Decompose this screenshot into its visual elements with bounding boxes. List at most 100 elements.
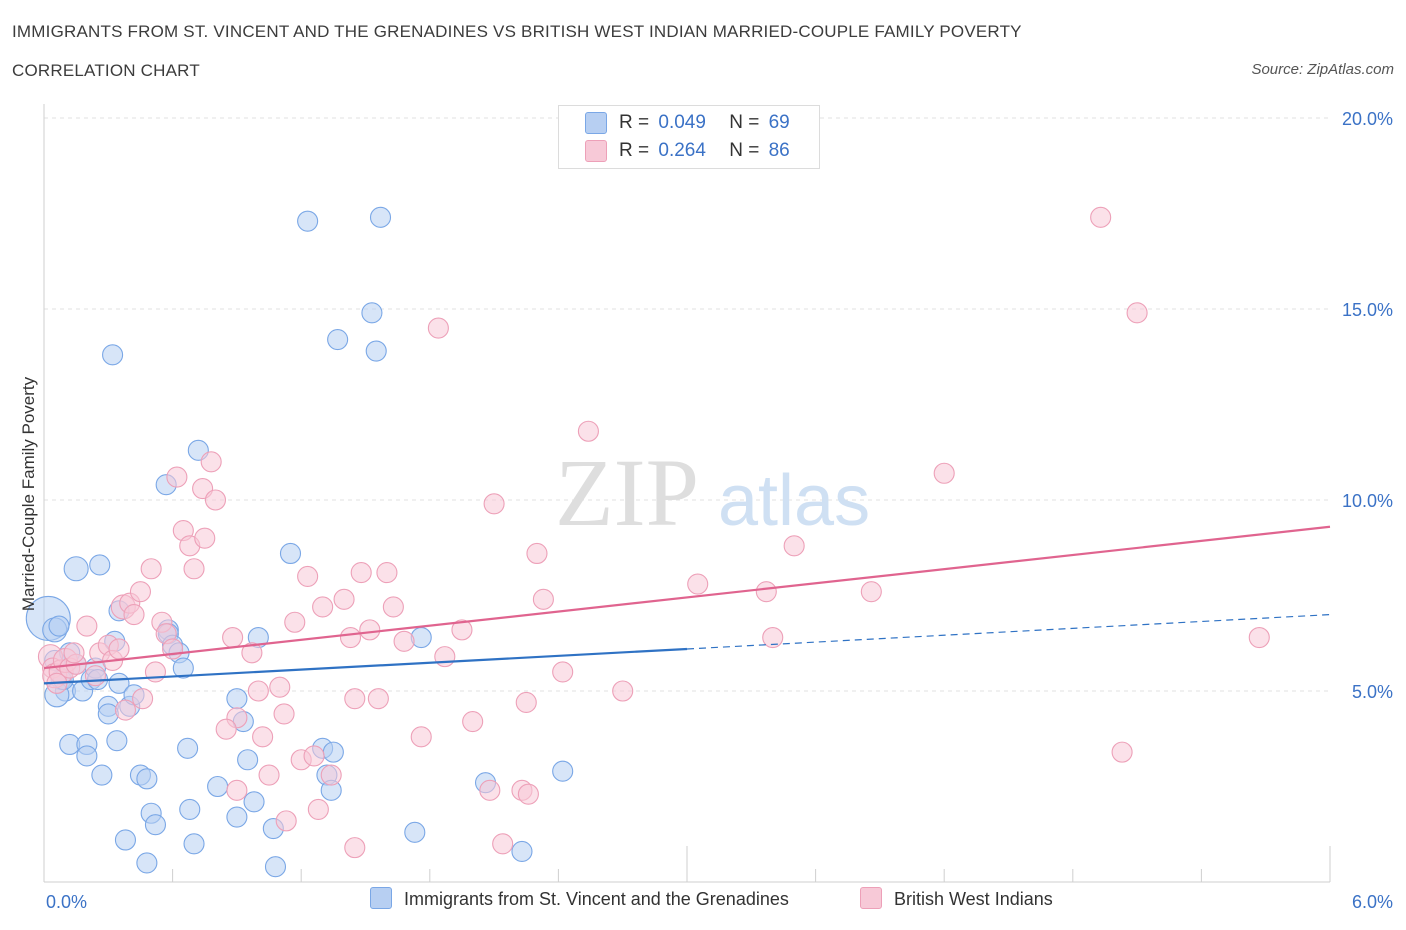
point-british-west-indians [307,798,329,820]
point-immigrants [237,749,259,771]
point-british-west-indians [1126,302,1148,324]
point-british-west-indians [451,619,473,641]
point-british-west-indians [247,680,269,702]
point-immigrants [365,340,387,362]
point-immigrants [410,626,432,649]
point-british-west-indians [687,573,709,595]
legend-row-blue: R = 0.049 N = 69 [585,112,790,136]
point-british-west-indians [359,619,381,641]
point-british-west-indians [183,558,205,580]
point-british-west-indians [284,611,306,633]
point-british-west-indians [783,535,805,557]
point-british-west-indians [427,317,449,339]
point-british-west-indians [241,642,263,664]
point-immigrants [404,821,426,843]
point-british-west-indians [479,779,501,801]
point-immigrants [264,856,287,878]
point-british-west-indians [129,581,151,603]
watermark-atlas: atlas [718,461,870,541]
point-immigrants [322,741,344,763]
legend-n-value-blue: 69 [768,112,790,134]
point-british-west-indians [114,699,136,721]
point-immigrants [102,344,124,366]
legend-r-value-blue: 0.049 [658,112,706,134]
bottom-legend-swatch-pink [860,887,882,910]
point-british-west-indians [517,783,539,805]
bottom-legend-label-blue: Immigrants from St. Vincent and the Gren… [404,889,789,909]
legend-n-label: N = [729,112,760,134]
points-layer [25,206,1270,878]
point-british-west-indians [166,466,188,488]
legend-r-value-pink: 0.264 [658,140,706,162]
point-british-west-indians [434,646,456,668]
point-immigrants [144,814,167,836]
point-british-west-indians [344,837,366,859]
point-british-west-indians [320,764,342,786]
point-british-west-indians [204,489,227,511]
point-immigrants [327,329,349,351]
point-british-west-indians [367,688,389,710]
y-axis-label: Married-Couple Family Poverty [19,376,38,611]
point-british-west-indians [612,680,634,702]
trendline-immigrants [43,647,688,685]
point-british-west-indians [76,615,98,637]
point-british-west-indians [84,665,106,687]
legend-n-value-pink: 86 [768,140,790,162]
point-british-west-indians [63,642,85,664]
point-immigrants [207,775,229,798]
point-british-west-indians [132,688,154,710]
point-immigrants [226,688,248,710]
point-immigrants [106,730,128,752]
point-british-west-indians [222,626,244,649]
point-british-west-indians [200,451,222,473]
point-british-west-indians [483,493,505,515]
point-british-west-indians [462,711,484,733]
point-british-west-indians [376,562,398,584]
point-british-west-indians [755,581,777,603]
legend-n-label: N = [729,140,760,162]
stats-legend: R = 0.049 N = 69 R = 0.264 N = 86 [558,105,820,169]
point-british-west-indians [303,745,325,767]
point-immigrants [48,615,70,637]
point-british-west-indians [1090,206,1112,228]
trendline-immigrants-extension [686,614,1331,650]
point-british-west-indians [492,833,514,855]
y-tick-label: 10.0% [1342,491,1393,511]
point-immigrants [91,764,113,786]
tick-labels: 5.0% 10.0% 15.0% 20.0% 0.0% 6.0% [46,109,1393,912]
trendline-british-west-indians [43,525,1331,670]
point-immigrants [361,302,383,324]
point-british-west-indians [350,562,372,584]
point-immigrants [76,745,98,767]
point-british-west-indians [333,588,355,610]
point-british-west-indians [215,718,237,740]
point-british-west-indians [1248,626,1270,649]
point-british-west-indians [273,703,295,725]
y-tick-label: 15.0% [1342,300,1393,320]
legend-swatch-pink [585,140,607,162]
point-british-west-indians [860,581,882,603]
point-immigrants [172,657,194,679]
point-immigrants [179,798,201,820]
point-british-west-indians [1111,741,1133,763]
point-british-west-indians [410,726,432,748]
point-immigrants [63,556,89,582]
y-tick-label: 20.0% [1342,109,1393,129]
point-british-west-indians [382,596,404,618]
point-immigrants [369,206,392,228]
bottom-legend-blue: Immigrants from St. Vincent and the Gren… [370,887,789,911]
point-immigrants [183,833,205,855]
point-immigrants [552,760,574,782]
point-british-west-indians [526,542,548,565]
chart-subtitle: CORRELATION CHART [12,61,200,80]
point-british-west-indians [144,661,167,683]
legend-r-label: R = [619,112,650,134]
point-immigrants [177,737,199,759]
point-british-west-indians [762,626,784,649]
point-british-west-indians [108,638,130,660]
point-british-west-indians [226,779,248,801]
point-british-west-indians [123,604,145,626]
axes [43,104,1331,883]
point-british-west-indians [162,638,184,660]
bottom-legend-label-pink: British West Indians [894,889,1053,909]
